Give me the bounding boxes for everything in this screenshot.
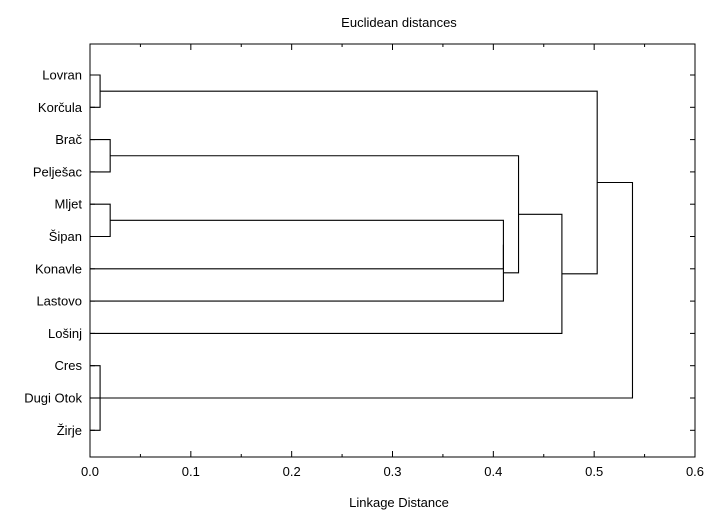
leaf-label: Konavle	[35, 261, 82, 276]
x-tick-label: 0.6	[686, 464, 704, 479]
x-axis-ticks: 0.0 0.1 0.2 0.3 0.4 0.5 0.6	[81, 44, 704, 479]
x-tick-label: 0.1	[182, 464, 200, 479]
leaf-label: Korčula	[38, 100, 83, 115]
dendrogram-link	[90, 139, 111, 173]
dendrogram-link	[90, 203, 111, 238]
dendrogram-links	[90, 74, 634, 431]
leaf-label: Žirje	[57, 423, 82, 438]
dendrogram-link	[90, 74, 101, 108]
leaf-label: Brač	[55, 132, 82, 147]
x-tick-label: 0.5	[585, 464, 603, 479]
chart-title: Euclidean distances	[341, 15, 457, 30]
x-tick-label: 0.0	[81, 464, 99, 479]
dendrogram-link	[100, 90, 598, 275]
x-tick-label: 0.3	[383, 464, 401, 479]
leaf-label: Cres	[55, 358, 83, 373]
leaf-label: Pelješac	[33, 164, 83, 179]
x-tick-label: 0.2	[283, 464, 301, 479]
leaf-label: Lovran	[42, 68, 82, 83]
x-tick-label: 0.4	[484, 464, 502, 479]
leaf-label: Mljet	[55, 197, 83, 212]
leaf-label: Šipan	[49, 229, 82, 244]
dendrogram-link	[110, 155, 520, 274]
leaf-labels: Lovran Korčula Brač Pelješac Mljet Šipan Konav…	[24, 68, 83, 438]
dendrogram-link	[90, 219, 504, 270]
leaf-label: Dugi Otok	[24, 391, 82, 406]
y-axis-ticks	[90, 74, 695, 431]
plot-frame	[89, 43, 696, 458]
dendrogram-link	[90, 244, 504, 302]
leaf-label: Lošinj	[48, 326, 82, 341]
leaf-label: Lastovo	[36, 294, 82, 309]
x-axis-label: Linkage Distance	[349, 495, 449, 510]
dendrogram-link	[90, 213, 563, 334]
dendrogram-link	[100, 181, 634, 399]
